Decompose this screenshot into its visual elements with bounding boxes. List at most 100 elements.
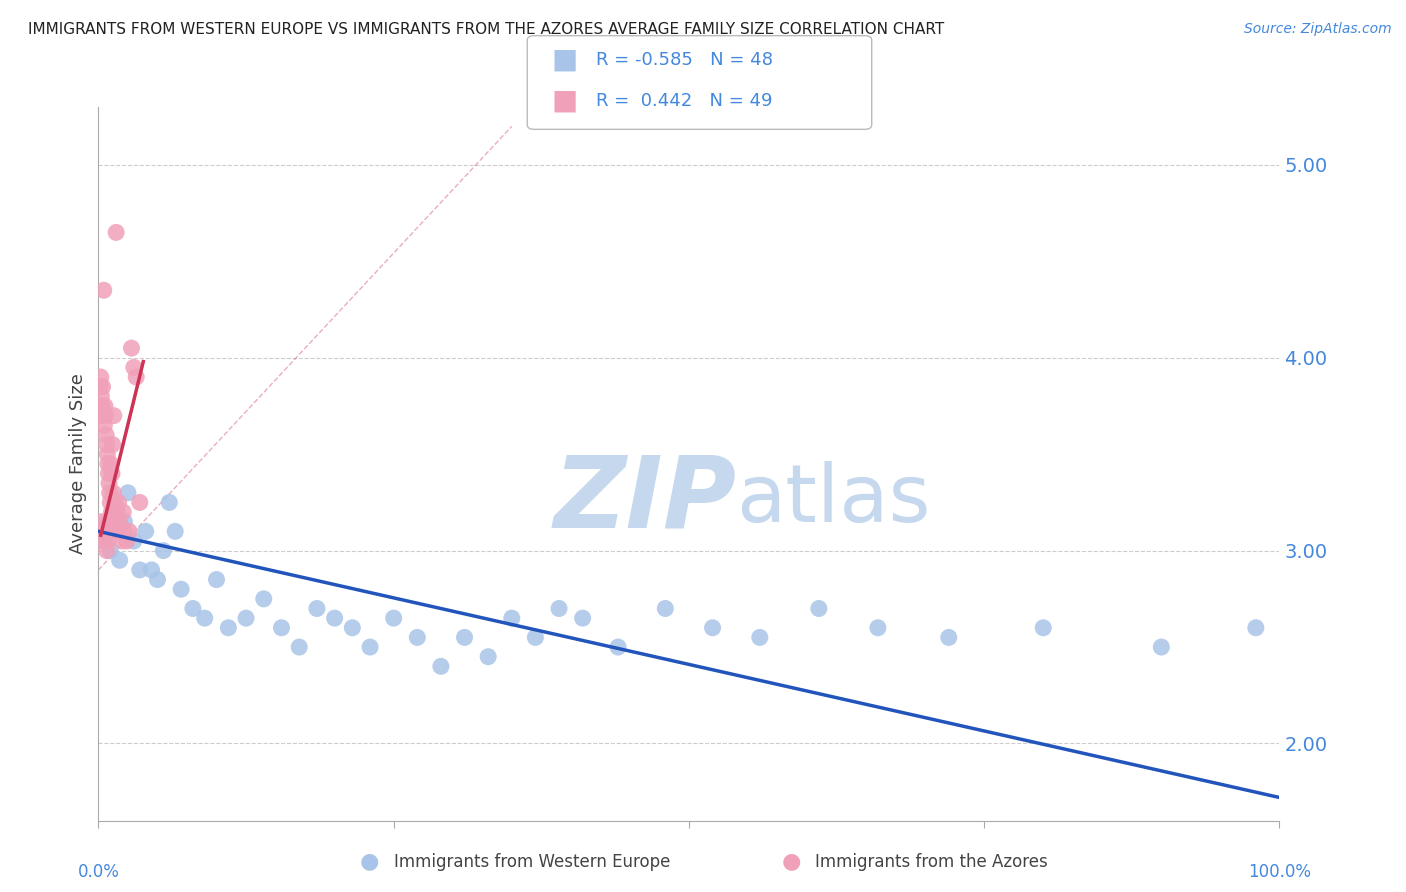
Point [235, 611, 257, 625]
Point [524, 631, 547, 645]
Point [101, 467, 124, 481]
Point [217, 621, 239, 635]
Point [93, 283, 115, 297]
Point [571, 611, 593, 625]
Point [103, 409, 125, 423]
Point [128, 563, 150, 577]
Point [103, 505, 125, 519]
Point [97, 457, 120, 471]
Text: ●: ● [782, 852, 801, 871]
Text: ■: ■ [551, 45, 578, 74]
Point [96, 447, 118, 461]
Point [430, 659, 453, 673]
Point [288, 640, 311, 654]
Point [121, 341, 143, 355]
Text: atlas: atlas [737, 460, 931, 539]
Point [548, 601, 571, 615]
Text: IMMIGRANTS FROM WESTERN EUROPE VS IMMIGRANTS FROM THE AZORES AVERAGE FAMILY SIZE: IMMIGRANTS FROM WESTERN EUROPE VS IMMIGR… [28, 22, 945, 37]
Point [90, 370, 112, 384]
Point [105, 226, 128, 240]
Point [108, 553, 131, 567]
Point [93, 533, 115, 548]
Point [91, 524, 114, 539]
Text: 100.0%: 100.0% [1249, 863, 1310, 881]
Point [97, 533, 120, 548]
Point [98, 515, 121, 529]
Point [94, 524, 117, 539]
Point [654, 601, 676, 615]
Point [453, 631, 475, 645]
Point [128, 495, 150, 509]
Point [1032, 621, 1054, 635]
Text: R = -0.585   N = 48: R = -0.585 N = 48 [596, 51, 773, 69]
Point [112, 505, 135, 519]
Point [105, 515, 128, 529]
Text: Immigrants from the Azores: Immigrants from the Azores [815, 853, 1049, 871]
Point [97, 467, 120, 481]
Point [359, 640, 381, 654]
Point [253, 591, 276, 606]
Point [807, 601, 830, 615]
Point [117, 485, 139, 500]
Text: ■: ■ [551, 87, 578, 115]
Point [97, 515, 120, 529]
Point [89, 380, 111, 394]
Point [103, 485, 125, 500]
Point [702, 621, 724, 635]
Point [406, 631, 429, 645]
Text: ZIP: ZIP [553, 451, 737, 548]
Point [91, 409, 114, 423]
Point [501, 611, 523, 625]
Point [93, 533, 115, 548]
Point [98, 543, 121, 558]
Point [477, 649, 499, 664]
Point [110, 524, 132, 539]
Point [100, 505, 122, 519]
Point [1244, 621, 1267, 635]
Point [938, 631, 960, 645]
Text: Immigrants from Western Europe: Immigrants from Western Europe [394, 853, 671, 871]
Point [100, 457, 122, 471]
Point [382, 611, 405, 625]
Point [94, 409, 117, 423]
Text: ●: ● [360, 852, 380, 871]
Point [205, 573, 228, 587]
Point [165, 524, 187, 539]
Point [96, 543, 118, 558]
Point [170, 582, 193, 597]
Point [1150, 640, 1173, 654]
Point [98, 495, 121, 509]
Point [141, 563, 163, 577]
Point [118, 524, 141, 539]
Point [342, 621, 364, 635]
Point [93, 418, 115, 433]
Point [90, 389, 112, 403]
Point [866, 621, 889, 635]
Point [105, 505, 128, 519]
Point [194, 611, 217, 625]
Point [122, 533, 145, 548]
Point [323, 611, 346, 625]
Point [98, 476, 121, 491]
Point [270, 621, 292, 635]
Point [91, 380, 114, 394]
Point [105, 524, 128, 539]
Point [181, 601, 204, 615]
Point [101, 437, 124, 451]
Point [104, 505, 127, 519]
Text: R =  0.442   N = 49: R = 0.442 N = 49 [596, 92, 773, 110]
Point [112, 524, 135, 539]
Text: 0.0%: 0.0% [77, 863, 120, 881]
Point [152, 543, 174, 558]
Point [111, 533, 134, 548]
Point [157, 495, 180, 509]
Point [98, 485, 121, 500]
Point [94, 399, 117, 413]
Point [135, 524, 157, 539]
Point [91, 399, 114, 413]
Point [96, 437, 118, 451]
Point [146, 573, 169, 587]
Point [748, 631, 770, 645]
Point [103, 495, 125, 509]
Point [122, 360, 145, 375]
